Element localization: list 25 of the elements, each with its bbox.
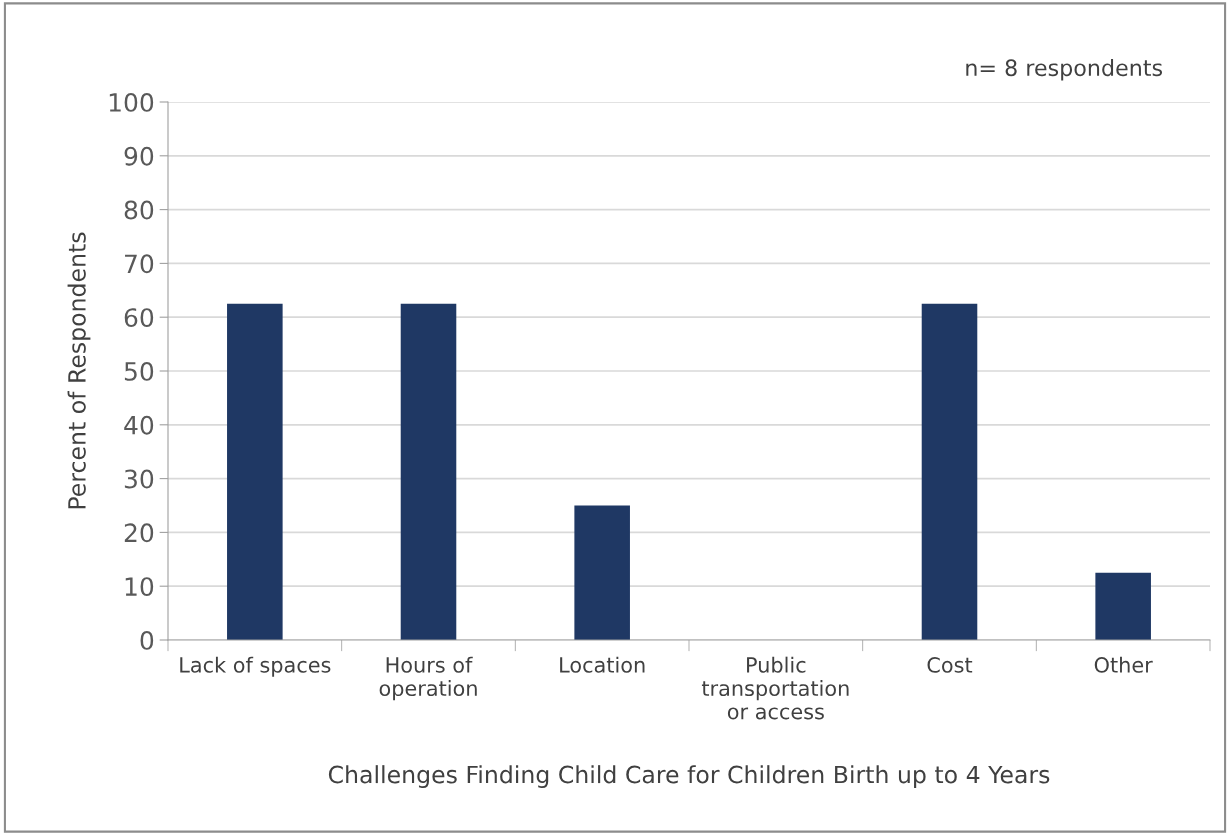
y-axis-title: Percent of Respondents: [67, 232, 91, 509]
y-tick-label: 80: [124, 200, 154, 220]
bar: [921, 303, 978, 640]
y-tick-label: 10: [125, 577, 154, 597]
x-axis-title: Challenges Finding Child Care for Children Birth up to 4 Years: [328, 765, 1050, 788]
bar: [400, 303, 457, 640]
y-tick-label: 50: [124, 361, 154, 381]
bar: [227, 303, 283, 640]
y-tick-label: 30: [124, 469, 154, 489]
x-tick-label: Location: [560, 656, 645, 673]
y-tick-label: 100: [109, 92, 154, 112]
x-tick-label: Hours of operation: [379, 656, 477, 701]
text: n= 8 respondents: [966, 58, 1163, 81]
y-tick-label: 90: [124, 146, 154, 166]
bar: [574, 505, 630, 640]
y-tick-label: 70: [125, 254, 154, 274]
y-tick-label: 60: [124, 308, 154, 328]
x-tick-label: Other: [1094, 656, 1153, 673]
x-tick-label: Lack of spaces: [180, 656, 331, 677]
y-tick-label: 40: [124, 415, 154, 435]
y-tick-label: 0: [140, 630, 154, 650]
y-tick-label: 20: [124, 523, 154, 543]
x-tick-label: Cost: [927, 657, 973, 673]
x-tick-label: Public transportation or access: [701, 656, 849, 720]
bar: [1095, 572, 1151, 640]
